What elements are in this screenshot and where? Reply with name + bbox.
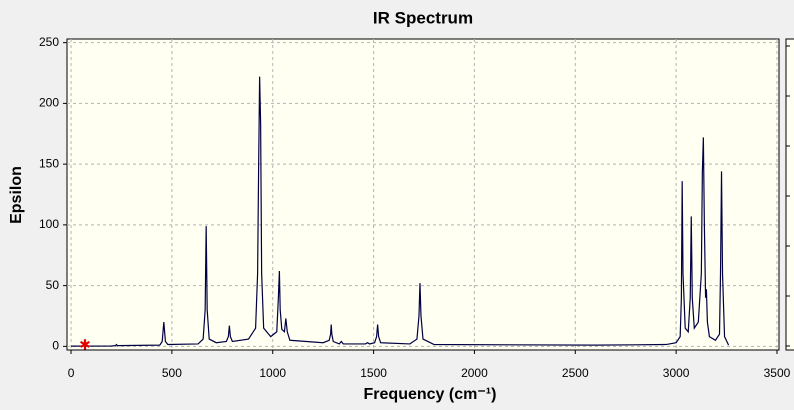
y-tick-label: 150	[39, 156, 59, 170]
x-axis-label: Frequency (cm⁻¹)	[364, 386, 497, 403]
x-tick-label: 500	[162, 366, 182, 380]
x-tick-label: 2500	[562, 366, 589, 380]
chart-title: IR Spectrum	[373, 8, 473, 27]
x-tick-label: 2000	[461, 366, 488, 380]
y-tick-label: 0	[52, 339, 59, 353]
spectrum-line	[71, 76, 730, 347]
y-tick-label: 50	[46, 278, 60, 292]
y-axis-label: Epsilon	[8, 166, 25, 224]
x-tick-label: 3000	[663, 366, 690, 380]
plot-area	[66, 38, 780, 351]
x-tick-label: 1000	[259, 366, 286, 380]
x-tick-label: 1500	[360, 366, 387, 380]
y-tick-label: 100	[39, 217, 59, 231]
y-tick-label: 200	[39, 96, 59, 110]
y-tick-label: 250	[39, 35, 59, 49]
secondary-axis-frame	[785, 38, 794, 351]
cursor-marker: ✱	[79, 337, 91, 353]
x-tick-label: 3500	[764, 366, 791, 380]
x-tick-label: 0	[68, 366, 75, 380]
secondary-ticks	[786, 45, 790, 347]
secondary-plot-edge	[785, 38, 794, 351]
